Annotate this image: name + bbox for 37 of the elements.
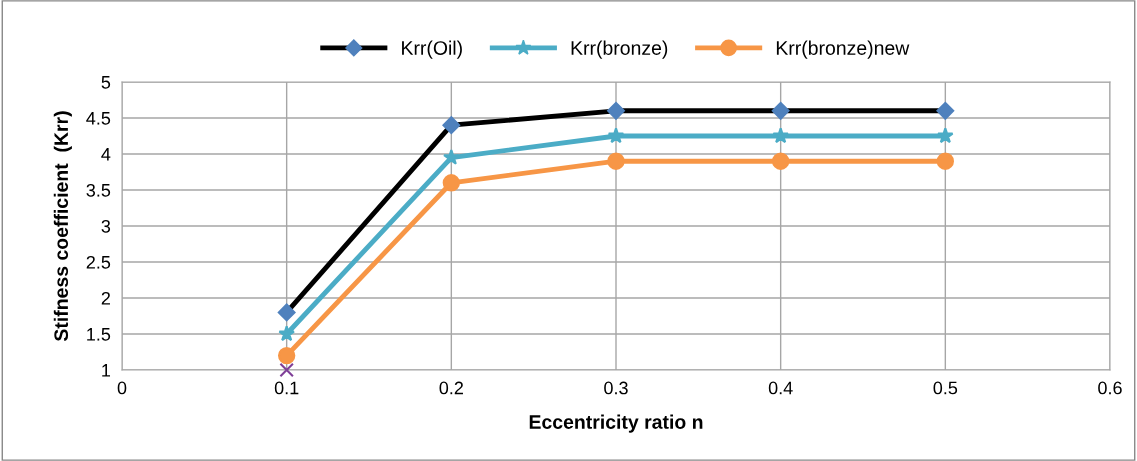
legend-label: Krr(bronze)new [776, 40, 910, 59]
x-tick-label: 0 [117, 381, 127, 395]
x-axis-title: Eccentricity ratio n [529, 414, 703, 433]
y-tick-label: 2.5 [86, 255, 111, 269]
point [443, 148, 460, 165]
point [771, 152, 790, 170]
x-tick-label: 0.3 [604, 381, 628, 395]
point [936, 152, 955, 170]
point [607, 152, 625, 170]
y-tick-label: 1.5 [87, 328, 111, 341]
point [277, 346, 296, 365]
point [277, 303, 296, 322]
y-tick-label: 1 [102, 364, 111, 377]
point [772, 127, 789, 144]
point [937, 127, 954, 144]
x-tick-label: 0.1 [274, 381, 299, 395]
y-tick-label: 4 [101, 148, 111, 161]
point [442, 116, 461, 135]
y-tick-label: 2 [101, 291, 110, 305]
point [279, 362, 294, 378]
y-tick-label: 3 [101, 219, 111, 233]
point [936, 101, 955, 120]
x-tick-label: 0.5 [933, 381, 958, 395]
legend-label: Krr(Oil) [402, 40, 462, 59]
y-tick-label: 3.5 [86, 183, 111, 197]
y-axis-title: Stifness coefficient (Krr) [53, 111, 72, 342]
y-tick-label: 4.5 [86, 112, 111, 125]
x-tick-label: 0.6 [1098, 381, 1122, 395]
point [442, 174, 461, 192]
legend-label: Krr(bronze) [571, 40, 668, 59]
point [771, 101, 790, 120]
y-tick-label: 5 [101, 76, 111, 89]
point [278, 325, 295, 342]
x-tick-label: 0.2 [439, 381, 463, 395]
x-tick-label: 0.4 [768, 381, 793, 395]
point [607, 127, 625, 144]
point [607, 101, 625, 120]
